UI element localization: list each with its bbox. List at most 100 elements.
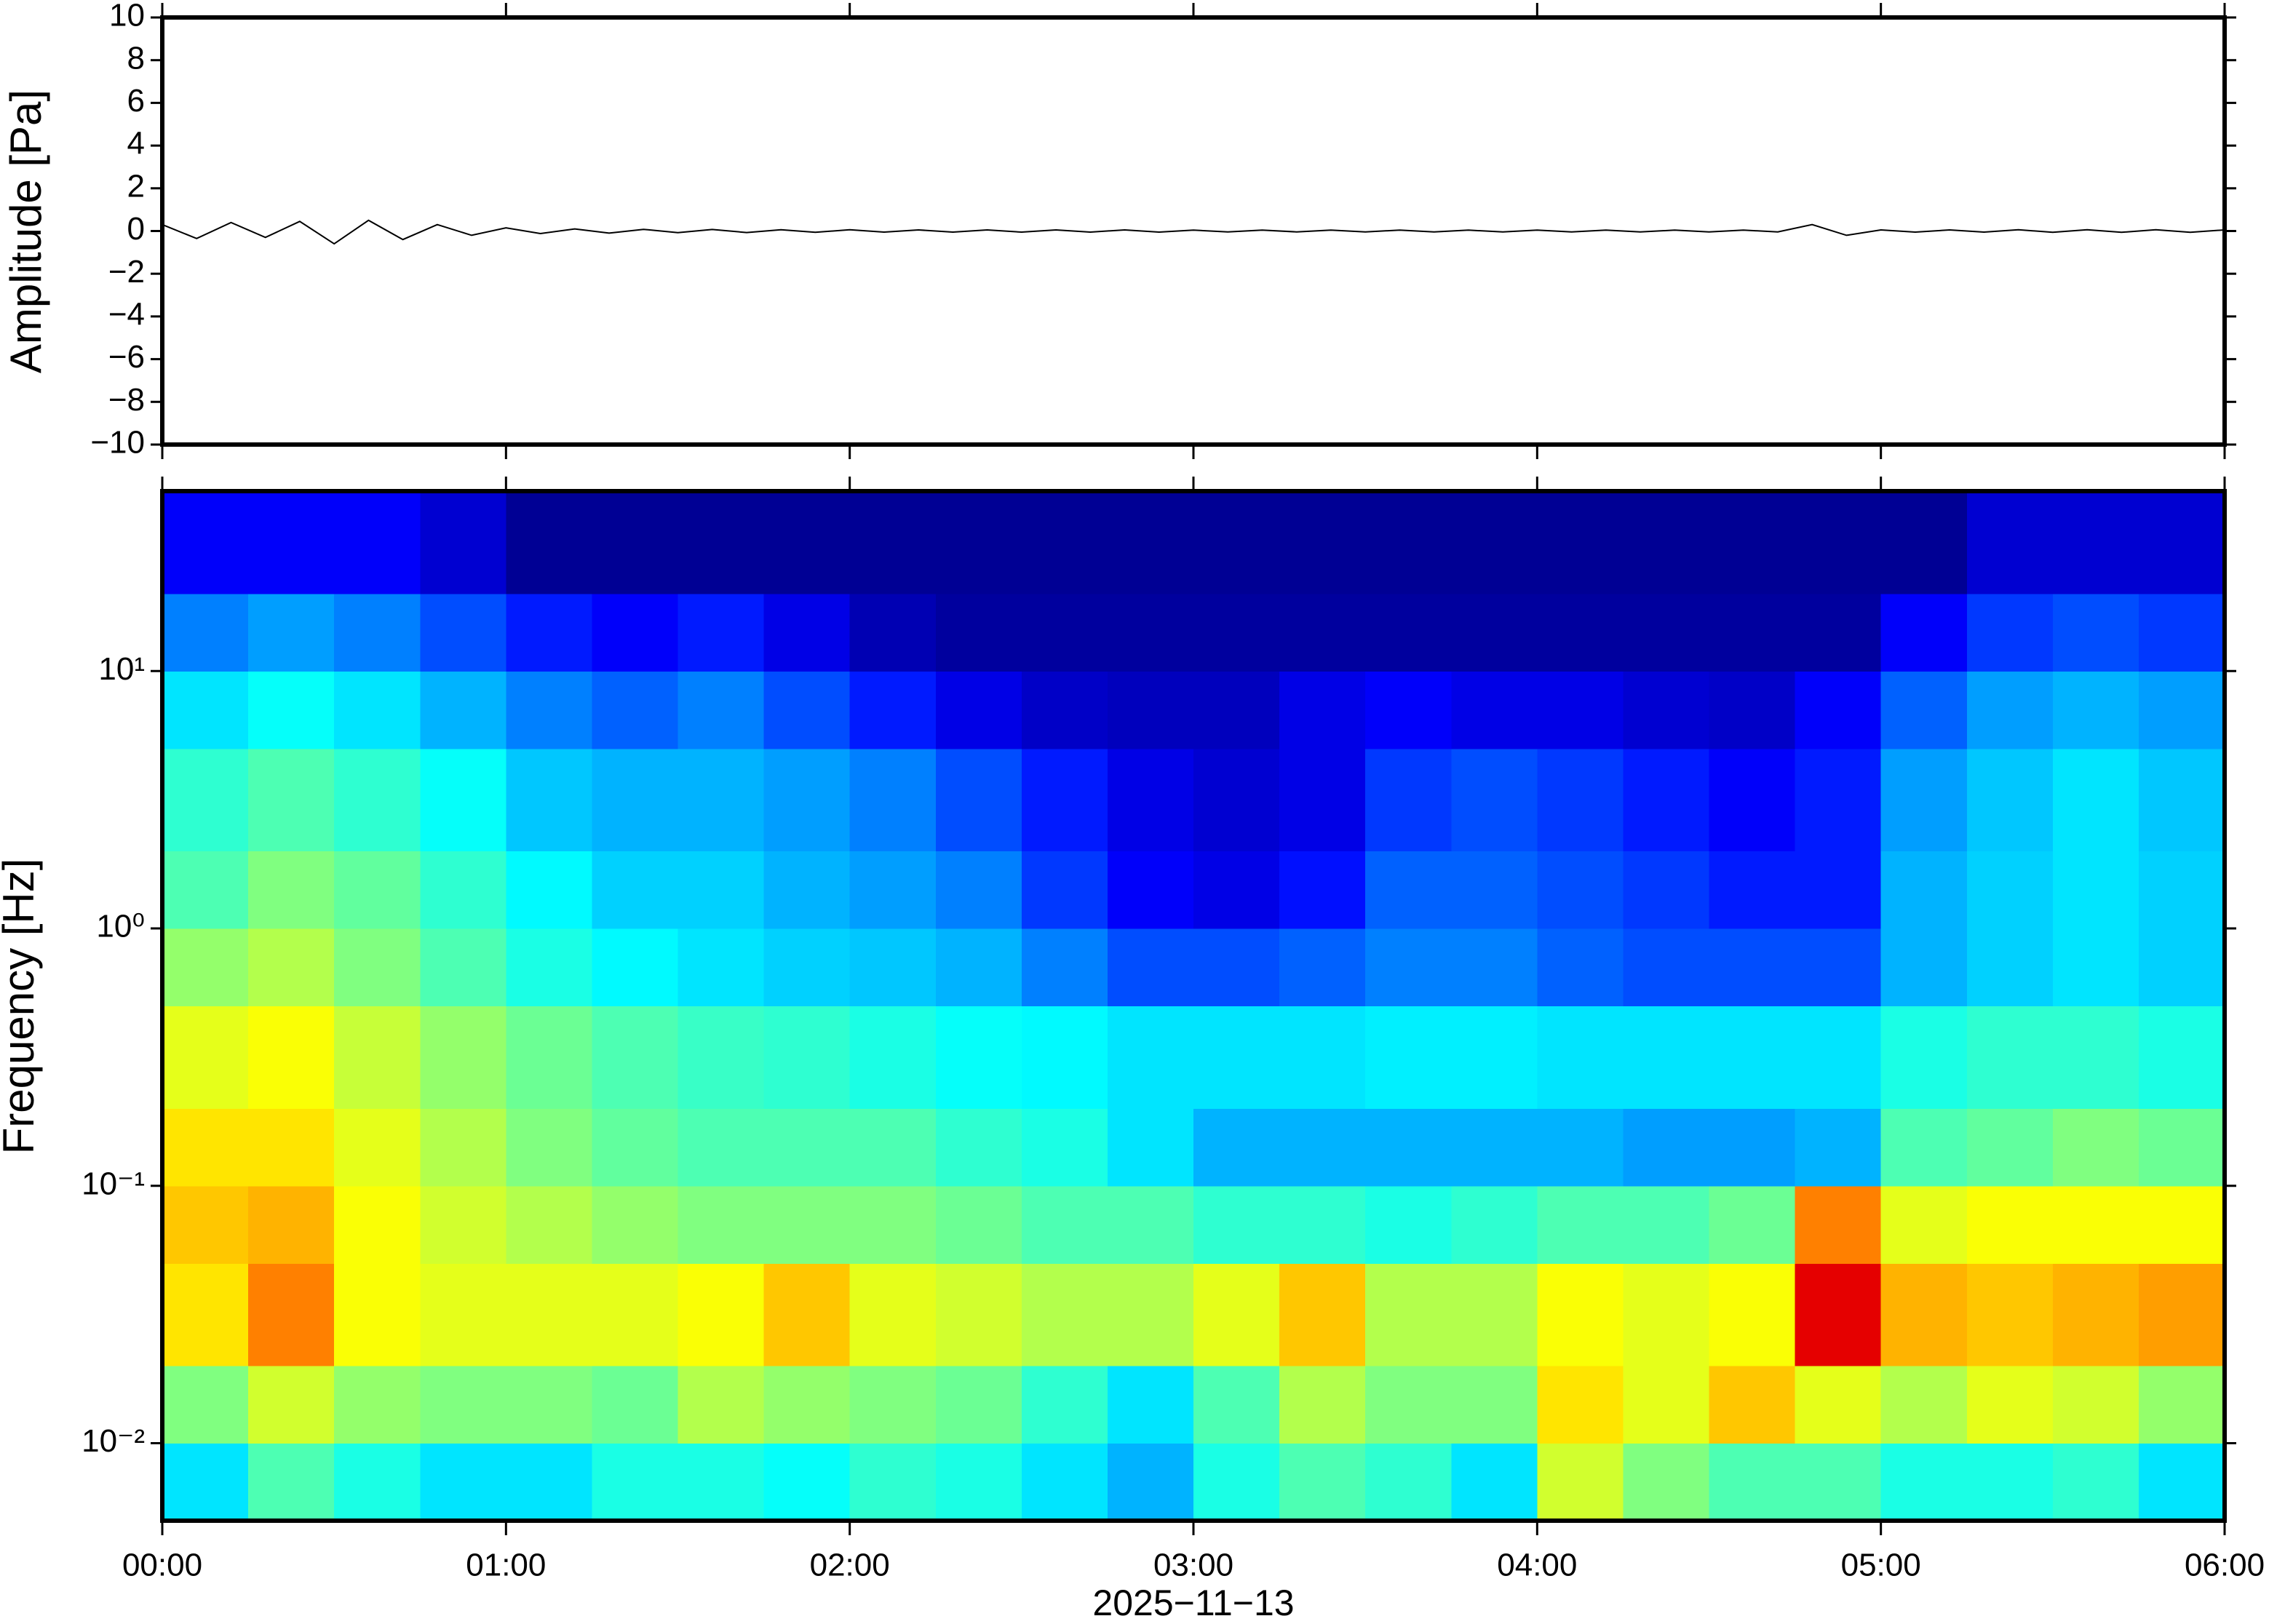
spectrogram-cell <box>1537 593 1624 672</box>
spectrogram-cell <box>420 671 506 749</box>
spectrogram-cell <box>162 1366 249 1444</box>
y-tick-label: −10 <box>90 425 145 461</box>
spectrogram-cell <box>248 851 335 929</box>
spectrogram-cell <box>334 671 421 749</box>
spectrogram-cell <box>1021 748 1108 852</box>
spectrogram-cell <box>1709 928 1796 1007</box>
spectrogram-cell <box>1966 1108 2054 1187</box>
spectrogram-cell <box>1880 1263 1968 1366</box>
spectrogram-cell <box>1709 748 1796 852</box>
x-tick-label: 03:00 <box>1153 1548 1233 1583</box>
spectrogram-cell <box>1880 851 1968 929</box>
spectrogram-cell <box>592 1366 679 1444</box>
spectrogram-cell <box>1107 671 1194 749</box>
spectrogram-cell <box>2138 1006 2225 1109</box>
spectrogram-cell <box>1279 1443 1366 1521</box>
spectrogram-cell <box>2138 1366 2225 1444</box>
spectrogram-cell <box>248 1366 335 1444</box>
spectrogram-cell <box>1709 671 1796 749</box>
spectrogram-cell <box>849 491 937 594</box>
spectrogram-cell <box>1193 1366 1280 1444</box>
spectrogram-cell <box>1279 671 1366 749</box>
x-tick-label: 05:00 <box>1841 1548 1921 1583</box>
spectrogram-cell <box>1966 1366 2054 1444</box>
spectrogram-cell <box>506 1006 593 1109</box>
spectrogram-cell <box>506 1443 593 1521</box>
spectrogram-cell <box>420 1185 506 1264</box>
spectrogram-cell <box>1623 671 1710 749</box>
spectrogram-cell <box>1880 1006 1968 1109</box>
spectrogram-cell <box>1279 1185 1366 1264</box>
spectrogram-cell <box>162 851 249 929</box>
spectrogram-cell <box>1709 1185 1796 1264</box>
spectrogram-cell <box>1021 928 1108 1007</box>
spectrogram-cell <box>1107 1006 1194 1109</box>
spectrogram-cell <box>1021 1443 1108 1521</box>
spectrogram-cell <box>1107 1366 1194 1444</box>
spectrogram-cell <box>1966 851 2054 929</box>
spectrogram-cell <box>248 671 335 749</box>
spectrogram-cell <box>1795 491 1882 594</box>
spectrogram-cell <box>1451 671 1538 749</box>
spectrogram-cell <box>1279 851 1366 929</box>
spectrogram-cell <box>420 928 506 1007</box>
spectrogram-cell <box>763 491 851 594</box>
spectrogram-cell <box>162 748 249 852</box>
spectrogram-cell <box>506 1108 593 1187</box>
spectrogram-cell <box>1709 1006 1796 1109</box>
spectrogram-cell <box>162 491 249 594</box>
spectrogram-cell <box>1279 1108 1366 1187</box>
spectrogram-cell <box>1365 928 1452 1007</box>
spectrogram-cell <box>935 851 1022 929</box>
spectrogram-cell <box>1880 1185 1968 1264</box>
spectrogram-cell <box>1107 1108 1194 1187</box>
spectrogram-cell <box>1193 851 1280 929</box>
spectrogram-cell <box>1709 1366 1796 1444</box>
spectrogram-cell <box>1880 671 1968 749</box>
frame <box>160 15 2227 447</box>
spectrogram-cell <box>763 1443 851 1521</box>
spectrogram-cell <box>1193 928 1280 1007</box>
spectrogram-cell <box>1451 1263 1538 1366</box>
spectrogram-cell <box>506 593 593 672</box>
spectrogram-cell <box>935 1366 1022 1444</box>
spectrogram-cell <box>248 1443 335 1521</box>
spectrogram-cell <box>592 1185 679 1264</box>
spectrogram-cell <box>1451 748 1538 852</box>
y-tick-label: −4 <box>108 297 145 333</box>
spectrogram-cell <box>2138 1185 2225 1264</box>
spectrogram-cell <box>1021 851 1108 929</box>
spectrogram-cell <box>1623 851 1710 929</box>
spectrogram-cell <box>1451 851 1538 929</box>
spectrogram-cell <box>420 1263 506 1366</box>
y-tick-label: 4 <box>127 126 145 162</box>
spectrogram-cell <box>1365 1263 1452 1366</box>
spectrogram-cell <box>1021 593 1108 672</box>
spectrogram-cell <box>849 1443 937 1521</box>
amplitude-axis-label: Amplitude [Pa] <box>1 89 50 373</box>
y-tick-label: 10⁻² <box>82 1423 145 1459</box>
spectrogram-cell <box>420 1006 506 1109</box>
spectrogram-cell <box>1021 1366 1108 1444</box>
spectrogram-cell <box>2052 593 2139 672</box>
spectrogram-cell <box>1451 1185 1538 1264</box>
x-tick-label: 04:00 <box>1497 1548 1577 1583</box>
panel: 10⁻² 10⁻¹ 10⁰ 10¹ 00:00 01:00 02:00 03:00 04:00 0… <box>82 477 2265 1583</box>
spectrogram-cell <box>592 1108 679 1187</box>
spectrogram-cell <box>334 1006 421 1109</box>
x-tick-label: 02:00 <box>810 1548 890 1583</box>
spectrogram-cell <box>2052 851 2139 929</box>
spectrogram-cell <box>420 491 506 594</box>
y-tick-label: 2 <box>127 168 145 204</box>
spectrogram-cell <box>1451 593 1538 672</box>
spectrogram-cell <box>677 593 765 672</box>
x-tick-label: 06:00 <box>2185 1548 2265 1583</box>
spectrogram-cell <box>1193 1263 1280 1366</box>
spectrogram-cell <box>1709 1443 1796 1521</box>
spectrogram-cell <box>1107 491 1194 594</box>
spectrogram-cell <box>1193 1185 1280 1264</box>
spectrogram-cell <box>592 1006 679 1109</box>
spectrogram-cell <box>2052 1006 2139 1109</box>
spectrogram-cell <box>677 1006 765 1109</box>
spectrogram-cell <box>1623 593 1710 672</box>
